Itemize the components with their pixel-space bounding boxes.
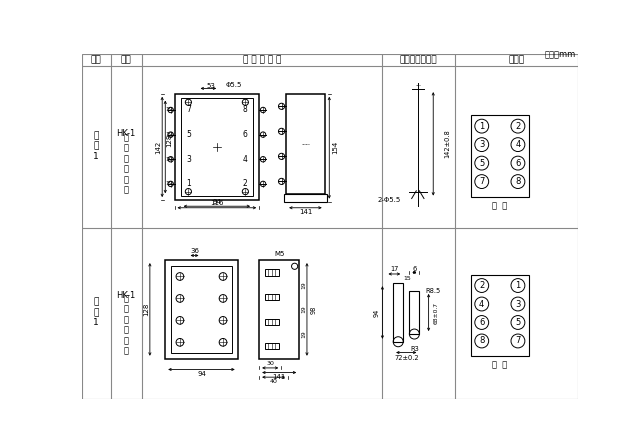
Text: 8: 8 xyxy=(479,336,484,345)
Text: 36: 36 xyxy=(190,248,199,254)
Text: 6: 6 xyxy=(479,318,484,327)
Text: 附
图
1: 附 图 1 xyxy=(93,297,99,327)
Bar xyxy=(265,294,279,300)
Text: 3: 3 xyxy=(515,300,520,309)
Text: 6: 6 xyxy=(515,159,520,168)
Text: 2: 2 xyxy=(515,122,520,131)
Text: 7: 7 xyxy=(186,105,191,115)
Text: 40: 40 xyxy=(270,379,278,384)
Bar xyxy=(286,94,325,194)
Text: 5: 5 xyxy=(186,130,191,139)
Text: M5: M5 xyxy=(274,251,285,257)
Text: 6: 6 xyxy=(412,267,417,272)
Text: 6: 6 xyxy=(243,130,248,139)
Text: R8.5: R8.5 xyxy=(426,288,441,294)
Text: 94: 94 xyxy=(213,199,222,205)
Text: 142: 142 xyxy=(155,140,162,154)
Bar xyxy=(393,283,403,342)
Text: 8: 8 xyxy=(243,105,248,115)
Text: 53: 53 xyxy=(206,83,215,89)
Text: 116: 116 xyxy=(210,200,223,206)
Text: 141: 141 xyxy=(272,374,286,380)
Text: 2-Φ5.5: 2-Φ5.5 xyxy=(377,197,401,203)
Bar xyxy=(181,98,253,196)
Text: 附
图
1: 附 图 1 xyxy=(93,131,99,161)
Text: 30: 30 xyxy=(267,361,274,366)
Bar xyxy=(166,260,238,359)
Text: 128: 128 xyxy=(166,134,172,147)
Bar xyxy=(265,319,279,325)
Text: 结构: 结构 xyxy=(120,56,131,65)
Text: 3: 3 xyxy=(479,140,484,149)
Bar xyxy=(471,116,529,197)
Text: R3: R3 xyxy=(410,346,419,352)
Text: 72±0.2: 72±0.2 xyxy=(395,355,419,361)
Text: 19: 19 xyxy=(165,181,173,186)
Text: 19: 19 xyxy=(165,132,173,137)
Text: 背  视: 背 视 xyxy=(492,360,507,369)
Text: 142±0.8: 142±0.8 xyxy=(444,129,450,158)
Text: 7: 7 xyxy=(479,177,484,186)
Text: 单位：mm: 单位：mm xyxy=(544,51,575,60)
Text: 图号: 图号 xyxy=(91,56,101,65)
Text: HK-1: HK-1 xyxy=(117,129,136,138)
Text: 凸
出
式
后
接
线: 凸 出 式 后 接 线 xyxy=(124,294,129,355)
Text: 外 形 尺 寸 图: 外 形 尺 寸 图 xyxy=(243,56,281,65)
Text: 19: 19 xyxy=(165,108,173,112)
Text: 94: 94 xyxy=(197,371,206,377)
Text: 1: 1 xyxy=(186,179,191,189)
Bar xyxy=(265,269,279,276)
Text: 前  视: 前 视 xyxy=(492,201,507,210)
Text: 19: 19 xyxy=(301,330,307,338)
Text: 5: 5 xyxy=(479,159,484,168)
Text: 154: 154 xyxy=(332,141,339,154)
Text: 7: 7 xyxy=(515,336,520,345)
Bar xyxy=(259,260,299,359)
Text: 19: 19 xyxy=(165,157,173,162)
Text: 98: 98 xyxy=(311,305,317,314)
Text: 68±0.7: 68±0.7 xyxy=(434,302,439,323)
Text: 94: 94 xyxy=(374,308,379,317)
Text: 1: 1 xyxy=(515,281,520,290)
Text: 19: 19 xyxy=(301,306,307,313)
Text: 2: 2 xyxy=(243,179,248,189)
Text: 4: 4 xyxy=(243,155,248,164)
Text: 2: 2 xyxy=(479,281,484,290)
Text: 4: 4 xyxy=(515,140,520,149)
Text: 8: 8 xyxy=(515,177,520,186)
Text: Φ5.5: Φ5.5 xyxy=(225,82,242,87)
Bar xyxy=(265,343,279,349)
Text: 5: 5 xyxy=(515,318,520,327)
Text: 15: 15 xyxy=(404,276,412,281)
Text: 17: 17 xyxy=(390,267,399,272)
Bar xyxy=(171,266,232,353)
Text: 安装开孔尺寸图: 安装开孔尺寸图 xyxy=(400,56,437,65)
Text: 凸
出
式
前
接
线: 凸 出 式 前 接 线 xyxy=(124,134,129,194)
Text: 128: 128 xyxy=(143,303,149,316)
Text: HK-1: HK-1 xyxy=(117,291,136,300)
Text: 1: 1 xyxy=(479,122,484,131)
Bar xyxy=(175,94,259,200)
Bar xyxy=(410,291,419,334)
Text: 端子图: 端子图 xyxy=(508,56,524,65)
Bar xyxy=(471,275,529,356)
Text: 3: 3 xyxy=(186,155,191,164)
Text: 141: 141 xyxy=(299,209,312,215)
Bar xyxy=(284,194,327,202)
Text: 19: 19 xyxy=(301,281,307,289)
Text: 4: 4 xyxy=(479,300,484,309)
